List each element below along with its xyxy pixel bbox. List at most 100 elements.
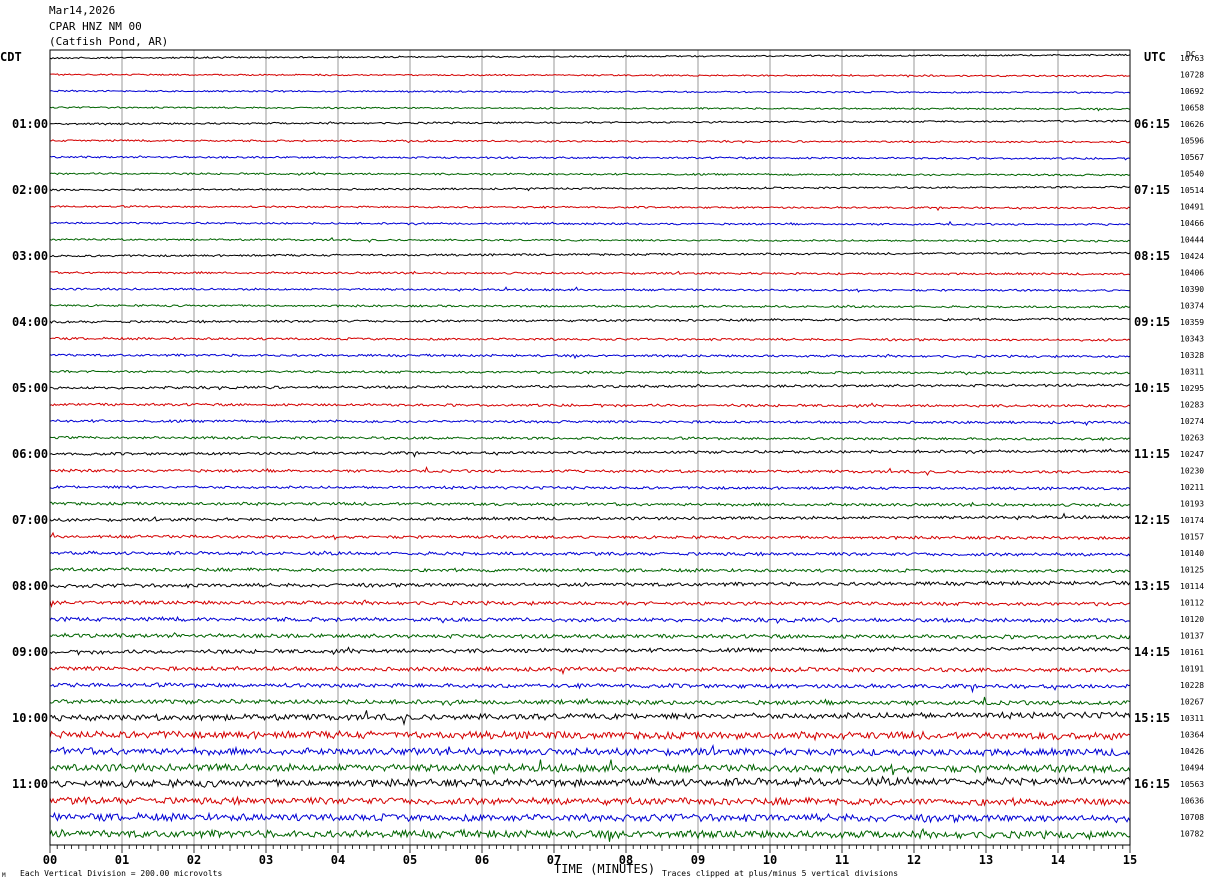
x-axis-label: TIME (MINUTES) bbox=[554, 862, 656, 876]
trace-line bbox=[49, 512, 1131, 523]
trace-line bbox=[49, 710, 1131, 726]
corner-mark: M bbox=[2, 872, 6, 879]
dc-offset-label: 10426 bbox=[1180, 747, 1204, 756]
trace-line bbox=[49, 759, 1131, 776]
left-time-labels: 01:00 02:00 03:00 04:00 05:00 06:00 07:00 08:00… bbox=[12, 117, 48, 791]
dc-offset-label: 10424 bbox=[1180, 252, 1204, 261]
trace-line bbox=[49, 53, 1131, 60]
left-hour-label: 06:00 bbox=[12, 447, 48, 461]
trace-line bbox=[49, 615, 1131, 624]
trace-line bbox=[49, 89, 1131, 94]
dc-offset-labels: 10763 10728 10692 10658 10626 10596 10567 10540… bbox=[1180, 54, 1204, 839]
x-tick-label: 11 bbox=[835, 853, 849, 867]
dc-column-label: DC bbox=[1186, 50, 1196, 59]
dc-offset-label: 10230 bbox=[1180, 467, 1204, 476]
trace-line bbox=[49, 119, 1131, 126]
trace-line bbox=[49, 383, 1131, 391]
trace-line bbox=[49, 665, 1131, 676]
trace-line bbox=[49, 567, 1131, 574]
right-hour-label: 14:15 bbox=[1134, 645, 1170, 659]
right-hour-label: 12:15 bbox=[1134, 513, 1170, 527]
dc-offset-label: 10211 bbox=[1180, 483, 1204, 492]
trace-line bbox=[49, 138, 1131, 144]
scale-note: Each Vertical Division = 200.00 microvol… bbox=[20, 869, 223, 878]
station-code: CPAR HNZ NM 00 bbox=[49, 20, 142, 33]
trace-line bbox=[49, 682, 1131, 694]
dc-offset-label: 10267 bbox=[1180, 698, 1204, 707]
x-tick-label: 08 bbox=[619, 853, 633, 867]
right-hour-label: 15:15 bbox=[1134, 711, 1170, 725]
dc-offset-label: 10283 bbox=[1180, 401, 1204, 410]
dc-offset-label: 10390 bbox=[1180, 285, 1204, 294]
plot-date: Mar14,2026 bbox=[49, 4, 116, 17]
right-hour-label: 06:15 bbox=[1134, 117, 1170, 131]
x-tick-label: 04 bbox=[331, 853, 345, 867]
trace-line bbox=[49, 465, 1131, 476]
trace-line bbox=[49, 402, 1131, 409]
trace-line bbox=[49, 531, 1131, 541]
trace-line bbox=[49, 827, 1131, 842]
dc-offset-label: 10295 bbox=[1180, 384, 1204, 393]
dc-offset-label: 10728 bbox=[1180, 71, 1204, 80]
right-timezone-label: UTC bbox=[1144, 50, 1166, 64]
dc-offset-label: 10140 bbox=[1180, 549, 1204, 558]
trace-line bbox=[49, 775, 1131, 789]
trace-line bbox=[49, 171, 1131, 177]
minute-grid bbox=[49, 50, 1131, 845]
right-hour-label: 13:15 bbox=[1134, 579, 1170, 593]
trace-line bbox=[49, 811, 1131, 824]
dc-offset-label: 10343 bbox=[1180, 335, 1204, 344]
dc-offset-label: 10514 bbox=[1180, 186, 1204, 195]
dc-offset-label: 10193 bbox=[1180, 500, 1204, 509]
dc-offset-label: 10263 bbox=[1180, 434, 1204, 443]
trace-line bbox=[49, 435, 1131, 442]
trace-line bbox=[49, 484, 1131, 491]
dc-offset-label: 10191 bbox=[1180, 665, 1204, 674]
trace-line bbox=[49, 696, 1131, 707]
right-hour-label: 09:15 bbox=[1134, 315, 1170, 329]
dc-offset-label: 10112 bbox=[1180, 599, 1204, 608]
left-timezone-label: CDT bbox=[0, 50, 22, 64]
trace-line bbox=[49, 336, 1131, 342]
trace-line bbox=[49, 580, 1131, 589]
x-tick-label: 05 bbox=[403, 853, 417, 867]
dc-offset-label: 10161 bbox=[1180, 648, 1204, 657]
left-hour-label: 04:00 bbox=[12, 315, 48, 329]
trace-line bbox=[49, 418, 1131, 427]
dc-offset-label: 10763 bbox=[1180, 54, 1204, 63]
dc-offset-label: 10782 bbox=[1180, 830, 1204, 839]
dc-offset-label: 10708 bbox=[1180, 813, 1204, 822]
dc-offset-label: 10563 bbox=[1180, 780, 1204, 789]
clip-note: Traces clipped at plus/minus 5 vertical … bbox=[662, 869, 899, 878]
dc-offset-label: 10114 bbox=[1180, 582, 1204, 591]
dc-offset-label: 10692 bbox=[1180, 87, 1204, 96]
left-hour-label: 01:00 bbox=[12, 117, 48, 131]
dc-offset-label: 10311 bbox=[1180, 714, 1204, 723]
left-hour-label: 10:00 bbox=[12, 711, 48, 725]
left-hour-label: 09:00 bbox=[12, 645, 48, 659]
dc-offset-label: 10540 bbox=[1180, 170, 1204, 179]
dc-offset-label: 10444 bbox=[1180, 236, 1204, 245]
trace-line bbox=[49, 448, 1131, 458]
left-hour-label: 02:00 bbox=[12, 183, 48, 197]
trace-line bbox=[49, 317, 1131, 324]
right-hour-label: 11:15 bbox=[1134, 447, 1170, 461]
left-hour-label: 08:00 bbox=[12, 579, 48, 593]
trace-line bbox=[49, 795, 1131, 807]
x-axis: 00 01 02 03 04 05 06 07 08 09 10 11 12 13 14 15 bbox=[43, 845, 1137, 867]
right-time-labels: 06:15 07:15 08:15 09:15 10:15 11:15 12:15 13:15… bbox=[1134, 117, 1170, 791]
trace-line bbox=[49, 205, 1131, 212]
dc-offset-label: 10359 bbox=[1180, 318, 1204, 327]
dc-offset-label: 10567 bbox=[1180, 153, 1204, 162]
x-tick-label: 10 bbox=[763, 853, 777, 867]
seismic-traces bbox=[49, 53, 1131, 842]
right-hour-label: 10:15 bbox=[1134, 381, 1170, 395]
trace-line bbox=[49, 729, 1131, 742]
dc-offset-label: 10658 bbox=[1180, 104, 1204, 113]
trace-line bbox=[49, 155, 1131, 161]
dc-offset-label: 10364 bbox=[1180, 731, 1204, 740]
station-location: (Catfish Pond, AR) bbox=[49, 35, 169, 48]
dc-offset-label: 10247 bbox=[1180, 450, 1204, 459]
trace-line bbox=[49, 303, 1131, 309]
